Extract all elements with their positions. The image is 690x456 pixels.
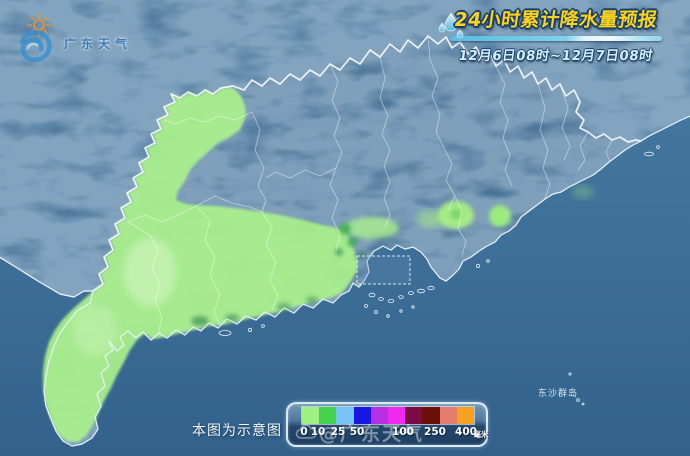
rain-area-pale-core <box>124 238 176 306</box>
legend-segment <box>456 407 475 424</box>
legend-tick: 50 <box>349 426 365 438</box>
legend-segment <box>370 407 389 424</box>
legend-segment <box>353 407 371 424</box>
title-underline <box>450 36 662 41</box>
typhoon-swirl-icon <box>19 30 52 62</box>
dongsha-label: 东沙群岛 <box>538 387 578 399</box>
legend-segment <box>388 407 406 424</box>
legend-tick: 100 <box>392 426 414 438</box>
sun-icon <box>26 12 52 38</box>
raindrops-icon <box>438 12 464 39</box>
logo-text: 广东天气 <box>64 36 133 51</box>
legend-segment <box>302 407 320 424</box>
legend-ticks: 0 10 25 50 100 250 400 毫米 <box>288 426 489 442</box>
city-boundaries <box>127 35 613 334</box>
legend-tick: 400 <box>455 426 477 438</box>
legend-tick: 25 <box>330 426 346 438</box>
rain-area-light <box>43 88 399 442</box>
logo: 广东天气 <box>14 12 132 64</box>
legend-segment <box>439 407 457 424</box>
legend-segment <box>405 407 423 424</box>
legend-tick: 0 <box>300 426 308 438</box>
estuary-inset-box <box>356 255 411 285</box>
legend-color-bar <box>301 406 475 425</box>
rain-cells-heavier <box>191 209 461 326</box>
title-block: 24小时累计降水量预报 12月6日08时~12月7日08时 <box>438 5 664 64</box>
legend-segment <box>336 407 354 424</box>
legend-segment <box>319 407 337 424</box>
province-border <box>92 35 642 292</box>
forecast-period: 12月6日08时~12月7日08时 <box>457 48 655 64</box>
schematic-note: 本图为示意图 <box>192 423 282 439</box>
weather-logo-icon <box>19 12 52 62</box>
legend-segment <box>422 407 440 424</box>
legend-tick: 250 <box>424 426 446 438</box>
page-title: 24小时累计降水量预报 <box>452 9 659 31</box>
precipitation-legend: 0 10 25 50 100 250 400 毫米 <box>286 402 489 447</box>
coastline <box>0 115 690 447</box>
legend-tick: 10 <box>310 426 326 438</box>
rain-area-pale-core2 <box>73 304 117 356</box>
legend-unit: 毫米 <box>473 430 489 439</box>
islands <box>218 145 660 406</box>
